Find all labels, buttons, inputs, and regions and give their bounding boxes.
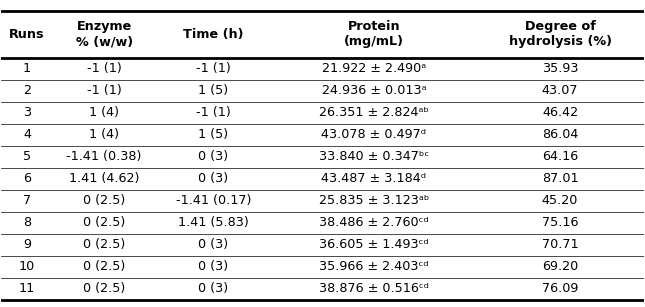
Text: 38.876 ± 0.516ᶜᵈ: 38.876 ± 0.516ᶜᵈ bbox=[319, 282, 429, 295]
Text: -1 (1): -1 (1) bbox=[87, 62, 121, 75]
Text: 3: 3 bbox=[23, 106, 31, 119]
Text: 1 (5): 1 (5) bbox=[198, 84, 228, 97]
Text: 10: 10 bbox=[19, 260, 35, 273]
Text: -1 (1): -1 (1) bbox=[87, 84, 121, 97]
Text: 8: 8 bbox=[23, 216, 31, 229]
Text: 38.486 ± 2.760ᶜᵈ: 38.486 ± 2.760ᶜᵈ bbox=[319, 216, 429, 229]
Text: 46.42: 46.42 bbox=[542, 106, 578, 119]
Text: Runs: Runs bbox=[9, 28, 45, 41]
Text: 70.71: 70.71 bbox=[542, 238, 579, 251]
Text: 0 (2.5): 0 (2.5) bbox=[83, 194, 125, 207]
Text: 1.41 (5.83): 1.41 (5.83) bbox=[178, 216, 249, 229]
Text: 1.41 (4.62): 1.41 (4.62) bbox=[69, 172, 139, 185]
Text: 9: 9 bbox=[23, 238, 31, 251]
Text: 43.078 ± 0.497ᵈ: 43.078 ± 0.497ᵈ bbox=[321, 128, 426, 141]
Text: 1 (4): 1 (4) bbox=[89, 128, 119, 141]
Text: 1 (4): 1 (4) bbox=[89, 106, 119, 119]
Text: 6: 6 bbox=[23, 172, 31, 185]
Text: 0 (2.5): 0 (2.5) bbox=[83, 260, 125, 273]
Text: 35.93: 35.93 bbox=[542, 62, 579, 75]
Text: Degree of
hydrolysis (%): Degree of hydrolysis (%) bbox=[509, 20, 611, 48]
Text: 0 (3): 0 (3) bbox=[198, 150, 228, 163]
Text: -1.41 (0.17): -1.41 (0.17) bbox=[175, 194, 251, 207]
Text: 87.01: 87.01 bbox=[542, 172, 579, 185]
Text: 2: 2 bbox=[23, 84, 31, 97]
Text: 33.840 ± 0.347ᵇᶜ: 33.840 ± 0.347ᵇᶜ bbox=[319, 150, 429, 163]
Text: 0 (3): 0 (3) bbox=[198, 282, 228, 295]
Text: 36.605 ± 1.493ᶜᵈ: 36.605 ± 1.493ᶜᵈ bbox=[319, 238, 429, 251]
Text: 69.20: 69.20 bbox=[542, 260, 579, 273]
Text: 0 (2.5): 0 (2.5) bbox=[83, 282, 125, 295]
Text: Enzyme
% (w/w): Enzyme % (w/w) bbox=[75, 20, 133, 48]
Text: 24.936 ± 0.013ᵃ: 24.936 ± 0.013ᵃ bbox=[322, 84, 426, 97]
Text: -1.41 (0.38): -1.41 (0.38) bbox=[66, 150, 142, 163]
Text: -1 (1): -1 (1) bbox=[196, 106, 231, 119]
Text: 43.07: 43.07 bbox=[542, 84, 579, 97]
Text: 1 (5): 1 (5) bbox=[198, 128, 228, 141]
Text: 0 (3): 0 (3) bbox=[198, 260, 228, 273]
Text: 45.20: 45.20 bbox=[542, 194, 579, 207]
Text: Time (h): Time (h) bbox=[183, 28, 244, 41]
Text: 4: 4 bbox=[23, 128, 31, 141]
Text: 7: 7 bbox=[23, 194, 31, 207]
Text: 21.922 ± 2.490ᵃ: 21.922 ± 2.490ᵃ bbox=[322, 62, 426, 75]
Text: -1 (1): -1 (1) bbox=[196, 62, 231, 75]
Text: 25.835 ± 3.123ᵃᵇ: 25.835 ± 3.123ᵃᵇ bbox=[319, 194, 429, 207]
Text: 26.351 ± 2.824ᵃᵇ: 26.351 ± 2.824ᵃᵇ bbox=[319, 106, 429, 119]
Text: 1: 1 bbox=[23, 62, 31, 75]
Text: 86.04: 86.04 bbox=[542, 128, 579, 141]
Text: 64.16: 64.16 bbox=[542, 150, 579, 163]
Text: Protein
(mg/mL): Protein (mg/mL) bbox=[344, 20, 404, 48]
Text: 43.487 ± 3.184ᵈ: 43.487 ± 3.184ᵈ bbox=[321, 172, 426, 185]
Text: 35.966 ± 2.403ᶜᵈ: 35.966 ± 2.403ᶜᵈ bbox=[319, 260, 429, 273]
Text: 0 (2.5): 0 (2.5) bbox=[83, 238, 125, 251]
Text: 75.16: 75.16 bbox=[542, 216, 579, 229]
Text: 0 (3): 0 (3) bbox=[198, 172, 228, 185]
Text: 0 (3): 0 (3) bbox=[198, 238, 228, 251]
Text: 76.09: 76.09 bbox=[542, 282, 579, 295]
Text: 5: 5 bbox=[23, 150, 31, 163]
Text: 0 (2.5): 0 (2.5) bbox=[83, 216, 125, 229]
Text: 11: 11 bbox=[19, 282, 35, 295]
